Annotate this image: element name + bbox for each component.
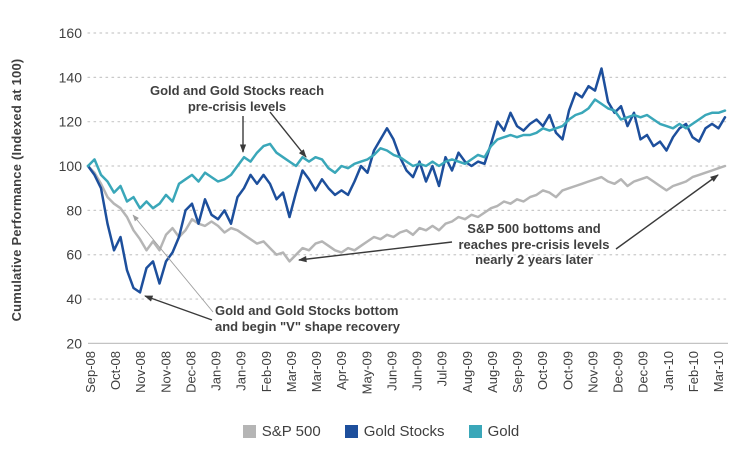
series-lines — [86, 67, 727, 294]
annotation-line: S&P 500 bottoms and — [467, 221, 601, 236]
annotation-arrows — [132, 111, 719, 321]
x-tick-label: Nov-08 — [133, 351, 148, 393]
annotation-gold-bottoms-v-recovery: Gold and Gold Stocks bottom and begin "V… — [215, 303, 425, 334]
annotation-line: Gold and Gold Stocks reach — [149, 83, 325, 98]
legend-label: S&P 500 — [261, 423, 321, 440]
y-tick-label: 100 — [59, 158, 83, 174]
x-tick-label: Feb-10 — [686, 351, 701, 392]
x-tick-label: Mar-09 — [284, 351, 299, 392]
x-tick-label: Nov-08 — [158, 351, 173, 393]
annotation-line: reaches pre-crisis levels — [458, 236, 610, 252]
arrow-gold-bottoms-v-recovery — [132, 214, 214, 313]
y-tick-label: 120 — [59, 114, 83, 130]
x-tick-label: Dec-09 — [611, 351, 626, 393]
y-axis-title: Cumulative Performance (Indexed at 100) — [9, 58, 24, 322]
legend: S&P 500 Gold Stocks Gold — [0, 423, 748, 440]
arrow-sp500-bottoms — [298, 241, 453, 263]
y-tick-label: 80 — [66, 202, 82, 218]
legend-swatch — [242, 425, 256, 438]
y-tick-label: 20 — [66, 335, 82, 351]
x-tick-label: Jul-09 — [435, 351, 450, 386]
legend-label: Gold Stocks — [363, 423, 445, 440]
x-tick-label: Jun-09 — [410, 351, 425, 391]
legend-item-s-p-500: S&P 500 — [242, 423, 321, 440]
series-line-gold-stocks — [86, 67, 727, 294]
x-tick-label: Jan-09 — [234, 351, 249, 391]
x-tick-label: Aug-09 — [460, 351, 475, 393]
y-axis-tick-labels: 160 140 120 100 80 60 40 20 — [59, 25, 83, 351]
legend-label: Gold — [487, 423, 520, 440]
x-tick-label: Jun-09 — [384, 351, 399, 391]
legend-item-gold-stocks: Gold Stocks — [344, 423, 445, 440]
arrow-gold-bottoms-v-recovery — [144, 295, 213, 321]
x-axis-tick-labels: Sep-08 Oct-08 Nov-08 Nov-08 Dec-08 Jan-09 Jan-… — [83, 351, 726, 394]
legend-swatch — [344, 425, 358, 438]
gridlines — [87, 32, 729, 300]
x-tick-label: May-09 — [359, 351, 374, 394]
y-tick-label: 60 — [66, 247, 82, 263]
x-tick-label: Oct-09 — [560, 351, 575, 390]
x-tick-label: Jan-10 — [661, 351, 676, 391]
annotation-gold-reach-precrisis: Gold and Gold Stocks reach pre-crisis le… — [127, 83, 347, 114]
annotation-line: Gold and Gold Stocks bottom — [215, 303, 399, 318]
annotation-line: pre-crisis levels — [187, 98, 287, 114]
x-tick-label: Mar-10 — [711, 351, 726, 392]
x-tick-label: Jan-09 — [209, 351, 224, 391]
x-tick-label: Sep-08 — [83, 351, 98, 393]
y-tick-label: 140 — [59, 69, 83, 85]
arrow-sp500-bottoms — [615, 174, 719, 250]
legend-item-gold: Gold — [468, 423, 520, 440]
x-tick-label: Apr-09 — [334, 351, 349, 390]
x-tick-label: Aug-09 — [485, 351, 500, 393]
annotation-sp500-bottoms: S&P 500 bottoms and reaches pre-crisis l… — [434, 221, 634, 268]
x-tick-label: Oct-08 — [108, 351, 123, 390]
x-tick-label: Nov-09 — [585, 351, 600, 393]
x-tick-label: Dec-08 — [183, 351, 198, 393]
x-tick-label: Sep-09 — [510, 351, 525, 393]
series-line-gold — [86, 98, 727, 210]
x-tick-label: Dec-09 — [636, 351, 651, 393]
series-line-s-p-500 — [86, 164, 727, 263]
x-tick-label: Oct-09 — [535, 351, 550, 390]
legend-swatch — [468, 425, 482, 438]
annotation-line: and begin "V" shape recovery — [215, 318, 401, 334]
x-tick-label: Mar-09 — [309, 351, 324, 392]
y-tick-label: 160 — [59, 25, 83, 41]
annotation-line: nearly 2 years later — [475, 252, 593, 267]
arrow-gold-reach-precrisis — [269, 111, 307, 158]
y-tick-label: 40 — [66, 291, 82, 307]
x-tick-label: Feb-09 — [259, 351, 274, 392]
